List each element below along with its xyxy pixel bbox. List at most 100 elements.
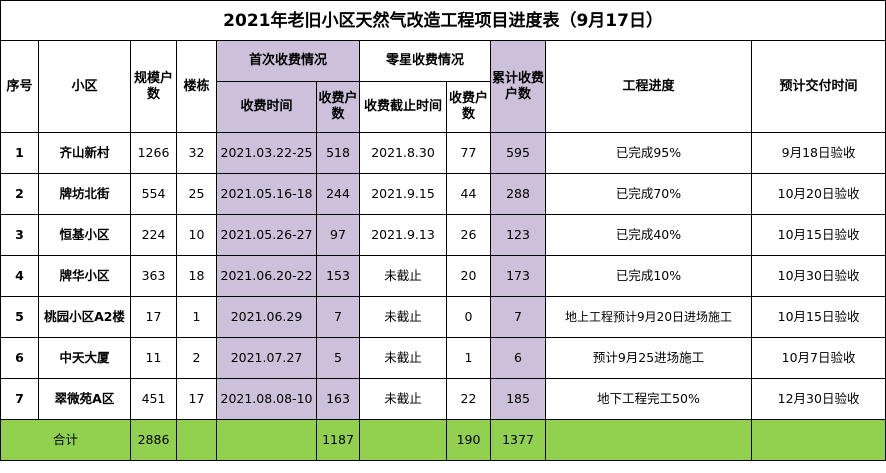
row-first-time: 2021.07.27 bbox=[216, 337, 317, 379]
row-no: 6 bbox=[0, 337, 39, 379]
row-scale: 363 bbox=[130, 255, 177, 297]
row-extra-deadline: 2021.9.15 bbox=[359, 173, 447, 215]
row-first-time: 2021.05.26-27 bbox=[216, 214, 317, 256]
header-first-group: 首次收费情况 bbox=[216, 40, 360, 82]
total-progress-empty bbox=[545, 419, 752, 461]
row-first-time: 2021.03.22-25 bbox=[216, 132, 317, 174]
row-progress: 已完成10% bbox=[545, 255, 752, 297]
row-cumulative: 123 bbox=[490, 214, 546, 256]
row-extra-count: 1 bbox=[446, 337, 491, 379]
row-buildings: 10 bbox=[176, 214, 217, 256]
row-community: 牌华小区 bbox=[38, 255, 131, 297]
header-first-count: 收费户数 bbox=[316, 81, 360, 133]
row-first-count: 5 bbox=[316, 337, 360, 379]
table-row: 5 桃园小区A2楼 17 1 2021.06.29 7 未截止 0 7 地上工程… bbox=[0, 296, 886, 338]
row-first-time: 2021.06.20-22 bbox=[216, 255, 317, 297]
header-community: 小区 bbox=[38, 40, 131, 133]
row-community: 恒基小区 bbox=[38, 214, 131, 256]
total-extra-deadline-empty bbox=[359, 419, 447, 461]
row-progress: 地下工程完工50% bbox=[545, 378, 752, 420]
row-buildings: 17 bbox=[176, 378, 217, 420]
row-extra-count: 22 bbox=[446, 378, 491, 420]
row-extra-deadline: 2021.9.13 bbox=[359, 214, 447, 256]
row-extra-count: 20 bbox=[446, 255, 491, 297]
row-delivery: 12月30日验收 bbox=[750, 378, 886, 420]
total-label: 合计 bbox=[0, 419, 131, 461]
row-first-time: 2021.05.16-18 bbox=[216, 173, 317, 215]
row-buildings: 25 bbox=[176, 173, 217, 215]
row-no: 3 bbox=[0, 214, 39, 256]
row-community: 桃园小区A2楼 bbox=[38, 296, 131, 338]
row-scale: 1266 bbox=[130, 132, 177, 174]
row-cumulative: 288 bbox=[490, 173, 546, 215]
row-progress: 已完成70% bbox=[545, 173, 752, 215]
row-scale: 17 bbox=[130, 296, 177, 338]
total-first-time-empty bbox=[216, 419, 317, 461]
row-scale: 11 bbox=[130, 337, 177, 379]
row-first-count: 163 bbox=[316, 378, 360, 420]
row-delivery: 10月15日验收 bbox=[750, 214, 886, 256]
table-row: 3 恒基小区 224 10 2021.05.26-27 97 2021.9.13… bbox=[0, 214, 886, 256]
table-row: 1 齐山新村 1266 32 2021.03.22-25 518 2021.8.… bbox=[0, 132, 886, 174]
table-row: 7 翠微苑A区 451 17 2021.08.08-10 163 未截止 22 … bbox=[0, 378, 886, 420]
row-community: 牌坊北街 bbox=[38, 173, 131, 215]
total-extra-count: 190 bbox=[446, 419, 491, 461]
row-scale: 451 bbox=[130, 378, 177, 420]
row-no: 7 bbox=[0, 378, 39, 420]
row-extra-deadline: 2021.8.30 bbox=[359, 132, 447, 174]
row-no: 4 bbox=[0, 255, 39, 297]
page-title: 2021年老旧小区天然气改造工程项目进度表（9月17日） bbox=[0, 0, 886, 41]
row-first-count: 518 bbox=[316, 132, 360, 174]
header-extra-count: 收费户数 bbox=[446, 81, 491, 133]
header-delivery: 预计交付时间 bbox=[750, 40, 886, 133]
total-first-count: 1187 bbox=[316, 419, 360, 461]
row-extra-count: 0 bbox=[446, 296, 491, 338]
row-delivery: 10月7日验收 bbox=[750, 337, 886, 379]
table-row: 6 中天大厦 11 2 2021.07.27 5 未截止 1 6 预计9月25进… bbox=[0, 337, 886, 379]
row-first-count: 97 bbox=[316, 214, 360, 256]
total-buildings-empty bbox=[176, 419, 217, 461]
row-scale: 554 bbox=[130, 173, 177, 215]
header-progress: 工程进度 bbox=[545, 40, 752, 133]
row-cumulative: 185 bbox=[490, 378, 546, 420]
header-extra-group: 零星收费情况 bbox=[359, 40, 491, 82]
row-no: 2 bbox=[0, 173, 39, 215]
row-extra-deadline: 未截止 bbox=[359, 296, 447, 338]
row-first-count: 244 bbox=[316, 173, 360, 215]
table-row: 2 牌坊北街 554 25 2021.05.16-18 244 2021.9.1… bbox=[0, 173, 886, 215]
row-delivery: 10月30日验收 bbox=[750, 255, 886, 297]
header-no: 序号 bbox=[0, 40, 39, 133]
row-first-count: 7 bbox=[316, 296, 360, 338]
total-delivery-empty bbox=[750, 419, 886, 461]
table-row: 4 牌华小区 363 18 2021.06.20-22 153 未截止 20 1… bbox=[0, 255, 886, 297]
row-progress: 地上工程预计9月20日进场施工 bbox=[545, 296, 752, 338]
row-cumulative: 173 bbox=[490, 255, 546, 297]
row-no: 5 bbox=[0, 296, 39, 338]
row-first-count: 153 bbox=[316, 255, 360, 297]
total-row: 合计 2886 1187 190 1377 bbox=[0, 419, 886, 461]
header-extra-deadline: 收费截止时间 bbox=[359, 81, 447, 133]
header-first-time: 收费时间 bbox=[216, 81, 317, 133]
row-buildings: 2 bbox=[176, 337, 217, 379]
row-cumulative: 6 bbox=[490, 337, 546, 379]
row-cumulative: 7 bbox=[490, 296, 546, 338]
row-progress: 预计9月25进场施工 bbox=[545, 337, 752, 379]
row-delivery: 10月15日验收 bbox=[750, 296, 886, 338]
row-community: 中天大厦 bbox=[38, 337, 131, 379]
row-progress: 已完成40% bbox=[545, 214, 752, 256]
row-scale: 224 bbox=[130, 214, 177, 256]
row-first-time: 2021.08.08-10 bbox=[216, 378, 317, 420]
row-buildings: 1 bbox=[176, 296, 217, 338]
row-delivery: 10月20日验收 bbox=[750, 173, 886, 215]
row-community: 翠微苑A区 bbox=[38, 378, 131, 420]
progress-table: 2021年老旧小区天然气改造工程项目进度表（9月17日） 序号 小区 规模户数 … bbox=[0, 0, 886, 461]
row-buildings: 32 bbox=[176, 132, 217, 174]
total-scale: 2886 bbox=[130, 419, 177, 461]
total-cumulative: 1377 bbox=[490, 419, 546, 461]
row-extra-count: 26 bbox=[446, 214, 491, 256]
row-cumulative: 595 bbox=[490, 132, 546, 174]
row-delivery: 9月18日验收 bbox=[750, 132, 886, 174]
row-no: 1 bbox=[0, 132, 39, 174]
header-scale: 规模户数 bbox=[130, 40, 177, 133]
row-first-time: 2021.06.29 bbox=[216, 296, 317, 338]
